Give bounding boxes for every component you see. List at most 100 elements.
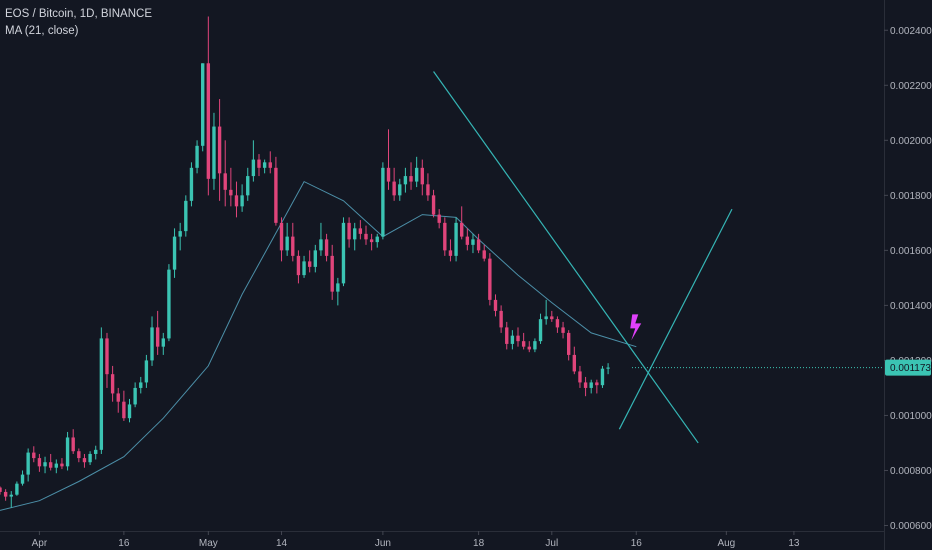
candle-body [206,63,211,179]
candle [561,321,565,339]
candle-body [37,458,42,467]
candle-body [510,335,515,344]
candle-body [527,346,531,350]
candle-body [358,228,363,234]
candle-body [133,387,137,405]
time-tick-label: Jul [545,538,558,549]
candle-body [538,319,543,342]
candle [274,156,278,226]
trendlines-layer[interactable] [433,71,733,444]
candle-body [139,382,143,388]
candle [60,458,64,470]
current-price-label: 0.0011736 [890,363,932,374]
candle-body [32,452,36,459]
candle-body [426,184,430,196]
chart-legend: EOS / Bitcoin, 1D, BINANCE MA (21, close… [5,6,152,40]
candle-body [229,189,233,196]
candle-body [88,453,92,463]
candles-layer [0,16,610,508]
time-tick-label: 18 [473,538,485,549]
candle [386,129,391,190]
time-tick-label: Apr [32,538,48,549]
candle-body [324,239,329,256]
candle [155,310,160,355]
symbol-title[interactable]: EOS / Bitcoin, 1D, BINANCE [5,8,152,20]
ascending-trendline[interactable] [618,208,733,430]
candle [240,184,244,212]
candle [9,491,13,508]
time-tick-label: 16 [118,538,130,549]
candle-body [409,176,413,182]
candle [499,305,503,333]
candle-body [240,195,244,207]
candle-body [307,261,312,267]
candle-body [184,200,188,232]
candle-body [54,463,58,468]
candle [246,167,250,201]
candle [426,173,430,201]
candle [375,233,379,248]
candle [595,379,599,394]
candle [555,316,560,333]
candle-body [110,374,115,394]
candle [330,244,334,300]
candle-body [285,236,289,251]
candle [572,346,577,375]
candle [353,222,357,251]
candle [139,376,143,394]
candle [279,217,284,262]
candle-body [448,250,453,256]
candle-body [178,231,182,237]
candle [443,217,447,256]
candle-body [291,236,295,256]
indicator-title[interactable]: MA (21, close) [5,25,79,37]
candle-body [454,222,458,256]
candle-body [71,437,75,452]
candle-body [223,173,227,190]
candle [206,16,211,196]
candle [54,459,58,474]
candle-body [336,283,340,292]
candle [493,294,498,317]
candle-body [381,167,385,237]
candle-body [172,236,177,270]
candle [364,225,368,245]
candle [217,99,222,201]
candle-body [403,176,408,185]
lightning-bolt-icon[interactable] [630,314,642,341]
candle [381,162,385,240]
candle-body [313,250,318,267]
time-axis[interactable]: Apr 16 May 14 Jun 18 Jul 16 Aug 13 [0,531,884,549]
candle [296,250,301,284]
candle-body [127,404,132,419]
candle-body [26,452,30,475]
candle [302,255,306,278]
candle-body [544,316,548,320]
candle-body [195,145,199,168]
candle-body [15,483,19,495]
candle-body [431,195,436,215]
candle [510,330,515,350]
candle-body [516,335,520,342]
candle [369,233,374,251]
descending-trendline[interactable] [433,71,699,444]
candle [392,167,396,201]
current-price-badge [885,359,931,376]
candle-body [155,327,160,347]
alert-layer[interactable] [630,314,642,341]
time-tick-label: 16 [631,538,643,549]
candle [65,431,70,471]
candle-body [3,491,8,497]
candle [578,365,582,388]
candle [583,376,588,397]
candle [550,310,554,322]
candle-body [476,239,481,251]
candle [336,277,340,306]
candle [431,189,436,218]
candle [409,162,413,190]
